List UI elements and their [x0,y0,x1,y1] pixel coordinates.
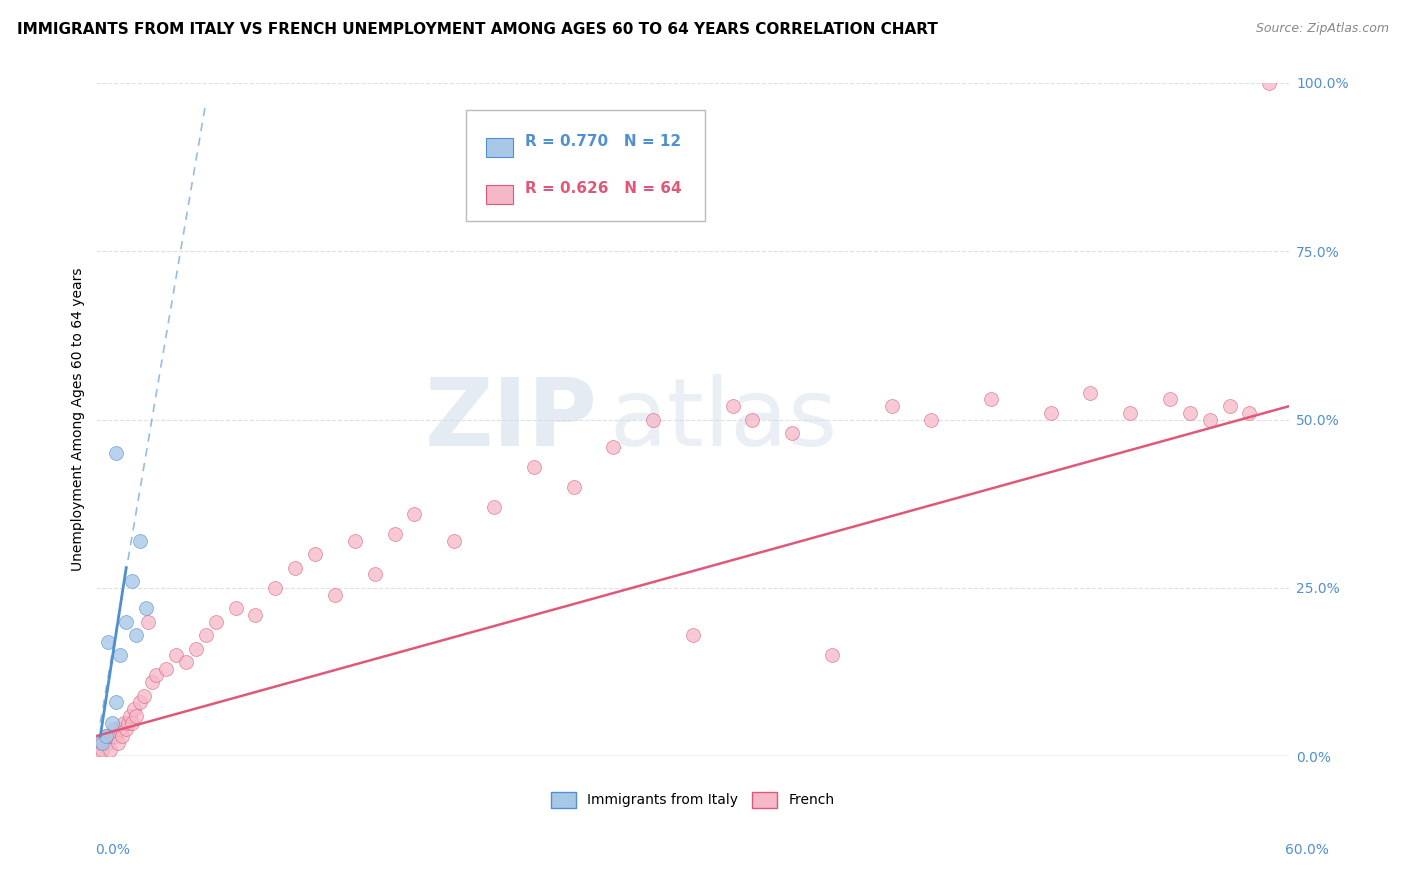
Point [780,425,803,440]
Text: Source: ZipAtlas.com: Source: ZipAtlas.com [1256,22,1389,36]
Point [194,628,217,642]
Point [97,736,120,750]
Point [91,736,114,750]
Point [96,729,118,743]
Legend: Immigrants from Italy, French: Immigrants from Italy, French [546,786,839,814]
Point [404,507,426,521]
Point [155,662,177,676]
Point [204,615,226,629]
Point [821,648,844,663]
Text: ZIP: ZIP [425,374,598,466]
Point [136,615,159,629]
Point [1178,406,1201,420]
Point [980,392,1002,407]
Point [108,723,131,737]
Point [245,607,267,622]
Point [105,695,128,709]
Point [1219,399,1241,413]
Point [97,634,120,648]
Point [121,574,143,589]
Point [1080,385,1102,400]
Point [125,709,148,723]
Point [120,709,142,723]
Point [304,547,326,561]
Point [682,628,704,642]
Point [225,601,247,615]
Point [1119,406,1142,420]
Point [108,648,131,663]
FancyBboxPatch shape [467,110,704,221]
Point [482,500,505,515]
Point [122,702,145,716]
Point [1258,76,1281,90]
Text: atlas: atlas [609,374,838,466]
Point [141,675,163,690]
Y-axis label: Unemployment Among Ages 60 to 64 years: Unemployment Among Ages 60 to 64 years [72,268,86,572]
Text: 60.0%: 60.0% [1285,843,1329,857]
Point [129,695,152,709]
Point [135,601,157,615]
Point [165,648,187,663]
Point [93,736,115,750]
Point [1198,412,1220,426]
Point [880,399,903,413]
Point [101,729,124,743]
Point [115,723,138,737]
Point [721,399,744,413]
Text: 0.0%: 0.0% [96,843,131,857]
Point [920,412,942,426]
Point [103,723,125,737]
Point [264,581,287,595]
Point [125,628,148,642]
Point [174,655,197,669]
Bar [486,137,513,157]
Point [89,736,111,750]
Point [129,533,152,548]
Point [641,412,664,426]
Point [184,641,207,656]
Point [91,742,114,756]
Point [132,689,155,703]
Point [363,567,385,582]
Point [562,480,585,494]
Point [384,527,406,541]
Bar [486,185,513,204]
Point [101,715,124,730]
Text: R = 0.770   N = 12: R = 0.770 N = 12 [524,134,681,149]
Point [117,715,139,730]
Point [284,560,307,574]
Point [1159,392,1181,407]
Point [1039,406,1062,420]
Point [443,533,465,548]
Text: IMMIGRANTS FROM ITALY VS FRENCH UNEMPLOYMENT AMONG AGES 60 TO 64 YEARS CORRELATI: IMMIGRANTS FROM ITALY VS FRENCH UNEMPLOY… [17,22,938,37]
Point [343,533,366,548]
Point [523,459,546,474]
Point [87,742,110,756]
Point [741,412,763,426]
Point [105,729,128,743]
Point [602,440,624,454]
Point [105,446,128,460]
Point [115,615,138,629]
Point [145,668,167,682]
Point [121,715,143,730]
Point [1239,406,1261,420]
Point [98,742,121,756]
Point [323,588,346,602]
Point [96,729,118,743]
Text: R = 0.626   N = 64: R = 0.626 N = 64 [524,181,682,196]
Point [107,736,129,750]
Point [112,715,135,730]
Point [111,729,134,743]
